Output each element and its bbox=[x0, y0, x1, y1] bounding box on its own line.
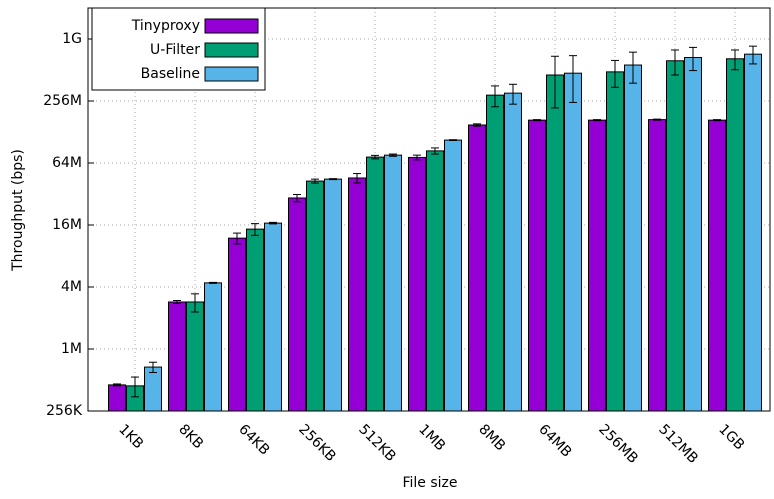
x-tick-label: 1KB bbox=[115, 421, 146, 452]
y-tick-label: 1M bbox=[61, 341, 82, 357]
bar bbox=[666, 60, 684, 412]
x-tick-label: 8KB bbox=[175, 421, 206, 452]
x-axis-label: File size bbox=[402, 475, 457, 491]
y-tick-label: 256M bbox=[43, 93, 82, 109]
legend-swatch bbox=[204, 66, 259, 82]
legend-label: Tinyproxy bbox=[131, 18, 200, 34]
bar bbox=[228, 237, 246, 412]
y-tick-label: 64M bbox=[52, 155, 82, 171]
bar bbox=[624, 64, 642, 412]
bar bbox=[588, 119, 606, 412]
bar bbox=[288, 197, 306, 412]
y-tick-label: 1G bbox=[62, 31, 82, 47]
bar bbox=[426, 150, 444, 412]
bar bbox=[264, 222, 282, 412]
x-tick-label: 256KB bbox=[295, 421, 338, 464]
y-axis-label: Throughput (bps) bbox=[10, 149, 26, 272]
x-tick-label: 512MB bbox=[655, 421, 701, 467]
bar bbox=[564, 72, 582, 412]
bar bbox=[348, 177, 366, 412]
x-tick-label: 1GB bbox=[715, 421, 747, 453]
bar bbox=[144, 366, 162, 412]
bar bbox=[684, 56, 702, 412]
legend-swatch bbox=[204, 18, 259, 34]
y-tick-label: 16M bbox=[52, 217, 82, 233]
bar bbox=[444, 139, 462, 412]
bar bbox=[366, 156, 384, 412]
bar bbox=[468, 124, 486, 412]
x-tick-label: 1MB bbox=[415, 421, 448, 454]
bar bbox=[186, 301, 204, 412]
legend-label: Baseline bbox=[141, 66, 200, 82]
bar bbox=[168, 301, 186, 412]
bar bbox=[384, 154, 402, 412]
bar bbox=[528, 119, 546, 412]
y-tick-label: 256K bbox=[46, 403, 83, 419]
bar bbox=[324, 178, 342, 412]
bar bbox=[726, 58, 744, 412]
x-tick-label: 64KB bbox=[235, 421, 272, 458]
bar bbox=[108, 384, 126, 412]
bar bbox=[246, 228, 264, 412]
bar bbox=[306, 180, 324, 412]
bar bbox=[648, 119, 666, 412]
bar bbox=[606, 71, 624, 412]
bar bbox=[408, 156, 426, 412]
bar bbox=[708, 119, 726, 412]
x-tick-label: 512KB bbox=[355, 421, 398, 464]
plot-frame bbox=[87, 7, 771, 412]
x-tick-label: 64MB bbox=[535, 421, 574, 460]
bar bbox=[486, 94, 504, 412]
x-tick-label: 256MB bbox=[595, 421, 641, 467]
bar bbox=[504, 92, 522, 412]
legend-swatch bbox=[204, 42, 259, 58]
bar bbox=[546, 74, 564, 412]
bar bbox=[744, 53, 762, 412]
legend-label: U-Filter bbox=[150, 42, 200, 58]
y-tick-label: 4M bbox=[61, 279, 82, 295]
bar bbox=[204, 282, 222, 412]
x-tick-label: 8MB bbox=[475, 421, 508, 454]
